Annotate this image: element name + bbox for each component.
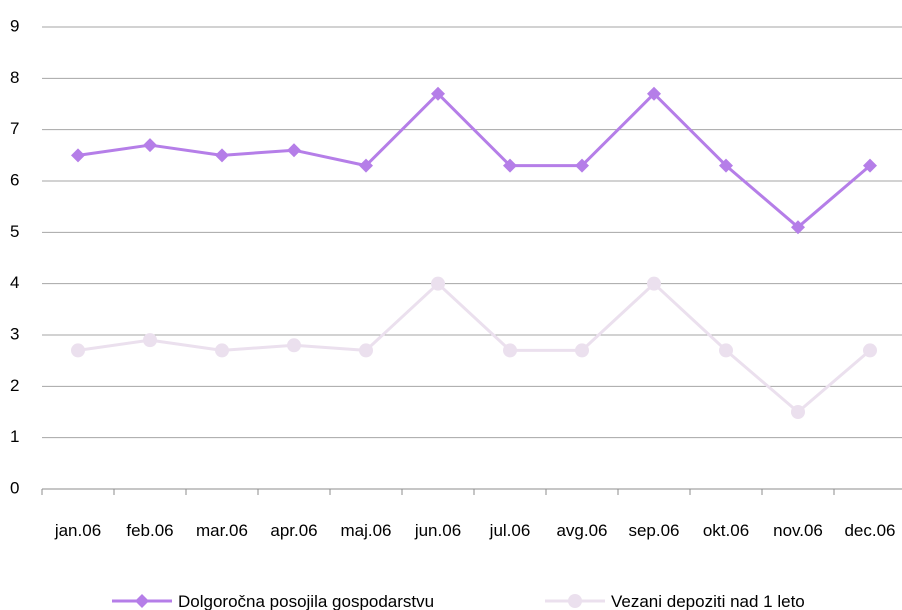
legend-item-1: Vezani depoziti nad 1 leto: [545, 592, 805, 610]
data-point-circle: [719, 343, 733, 357]
y-tick-label: 9: [10, 16, 19, 35]
legend: Dolgoročna posojila gospodarstvu Vezani d…: [112, 592, 805, 610]
data-point-circle: [575, 343, 589, 357]
y-tick-label: 8: [10, 68, 19, 87]
gridlines: [42, 27, 902, 438]
x-axis: jan.06 feb.06 mar.06 apr.06 maj.06 jun.06 jul.…: [42, 489, 902, 540]
data-point-circle: [215, 343, 229, 357]
series-line: [78, 94, 870, 227]
data-point-circle: [287, 338, 301, 352]
x-tick-label: jan.06: [54, 521, 101, 540]
y-tick-label: 2: [10, 376, 19, 395]
data-point-diamond: [287, 143, 301, 157]
y-tick-label: 5: [10, 222, 19, 241]
x-tick-label: dec.06: [844, 521, 895, 540]
data-point-diamond: [143, 138, 157, 152]
x-tick-label: okt.06: [703, 521, 749, 540]
data-point-diamond: [215, 148, 229, 162]
data-point-diamond: [71, 148, 85, 162]
y-axis: 0 1 2 3 4 5 6 7 8 9: [10, 16, 19, 497]
data-point-circle: [863, 343, 877, 357]
series-line: [78, 284, 870, 412]
x-tick-label: mar.06: [196, 521, 248, 540]
y-tick-label: 3: [10, 324, 19, 343]
series-layer: [71, 87, 877, 419]
x-tick-label: jul.06: [489, 521, 531, 540]
y-tick-label: 1: [10, 427, 19, 446]
legend-label: Vezani depoziti nad 1 leto: [611, 592, 805, 610]
data-point-circle: [71, 343, 85, 357]
series-0: [71, 87, 877, 234]
x-tick-label: maj.06: [340, 521, 391, 540]
x-tick-label: feb.06: [126, 521, 173, 540]
legend-item-0: Dolgoročna posojila gospodarstvu: [112, 592, 434, 610]
legend-marker-circle: [568, 594, 582, 608]
x-tick-label: avg.06: [556, 521, 607, 540]
y-tick-label: 6: [10, 170, 19, 189]
x-tick-label: nov.06: [773, 521, 823, 540]
data-point-circle: [791, 405, 805, 419]
y-tick-label: 0: [10, 478, 19, 497]
x-tick-label: apr.06: [270, 521, 317, 540]
series-1: [71, 277, 877, 419]
x-tick-label: jun.06: [414, 521, 461, 540]
legend-label: Dolgoročna posojila gospodarstvu: [178, 592, 434, 610]
y-tick-label: 7: [10, 119, 19, 138]
data-point-circle: [647, 277, 661, 291]
y-tick-label: 4: [10, 273, 19, 292]
data-point-circle: [359, 343, 373, 357]
x-tick-label: sep.06: [628, 521, 679, 540]
data-point-circle: [431, 277, 445, 291]
data-point-circle: [503, 343, 517, 357]
data-point-circle: [143, 333, 157, 347]
legend-marker-diamond: [135, 594, 149, 608]
